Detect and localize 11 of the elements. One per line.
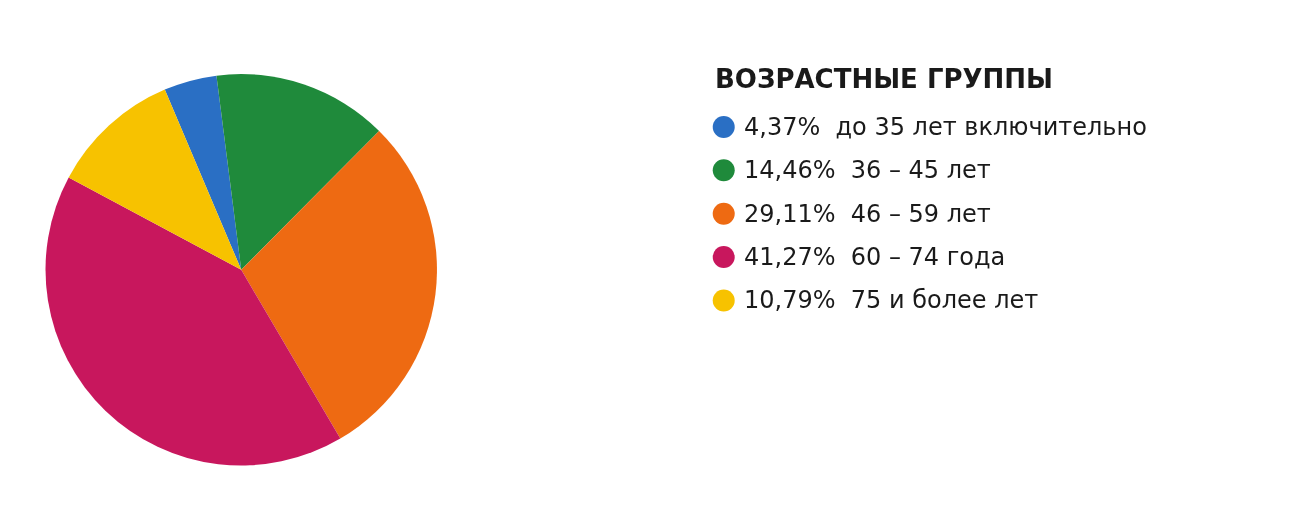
pie-slice	[68, 89, 242, 270]
legend-label: 10,79% 75 и более лет	[744, 286, 1039, 314]
pie-slice	[216, 74, 380, 270]
pie-slice	[241, 130, 437, 439]
legend-title: ВОЗРАСТНЫЕ ГРУППЫ	[715, 64, 1054, 94]
legend-label: 41,27% 60 – 74 года	[744, 243, 1006, 271]
legend-label: 29,11% 46 – 59 лет	[744, 200, 991, 228]
legend-label: 4,37% до 35 лет включительно	[744, 113, 1147, 141]
pie-slice	[164, 75, 242, 270]
legend-label: 14,46% 36 – 45 лет	[744, 156, 991, 184]
pie-slice	[45, 177, 341, 466]
